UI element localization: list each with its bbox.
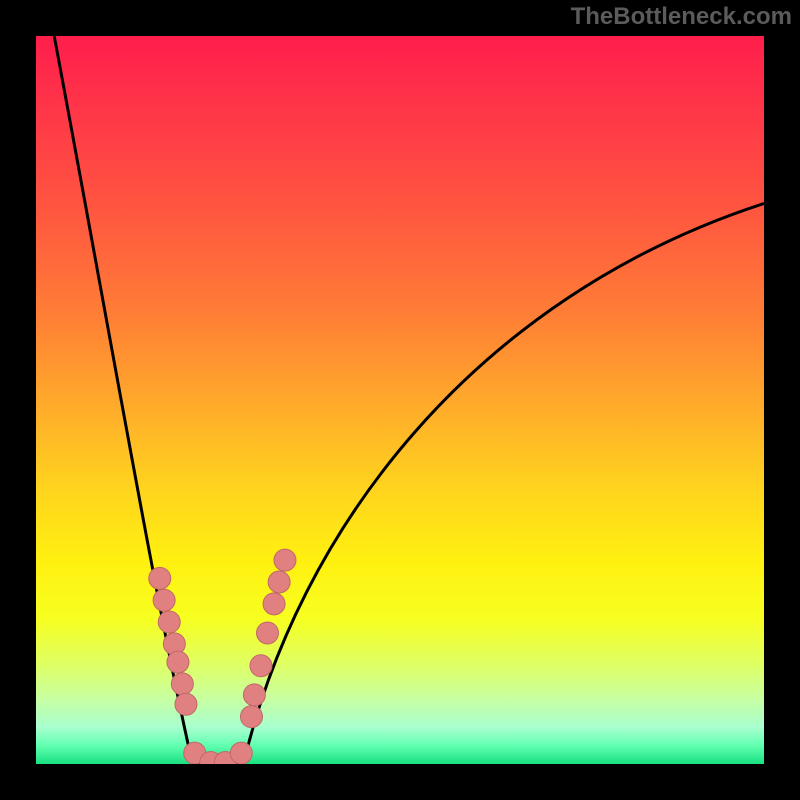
data-marker — [153, 589, 175, 611]
data-marker — [167, 651, 189, 673]
data-marker — [257, 622, 279, 644]
data-marker — [268, 571, 290, 593]
bottleneck-chart — [0, 0, 800, 800]
data-marker — [243, 684, 265, 706]
chart-container: TheBottleneck.com — [0, 0, 800, 800]
data-marker — [171, 673, 193, 695]
data-marker — [240, 706, 262, 728]
data-marker — [250, 655, 272, 677]
data-marker — [175, 693, 197, 715]
data-marker — [263, 593, 285, 615]
data-marker — [274, 549, 296, 571]
data-marker — [149, 567, 171, 589]
data-marker — [158, 611, 180, 633]
data-marker — [230, 742, 252, 764]
plot-background — [36, 36, 764, 764]
watermark-text: TheBottleneck.com — [571, 3, 792, 31]
